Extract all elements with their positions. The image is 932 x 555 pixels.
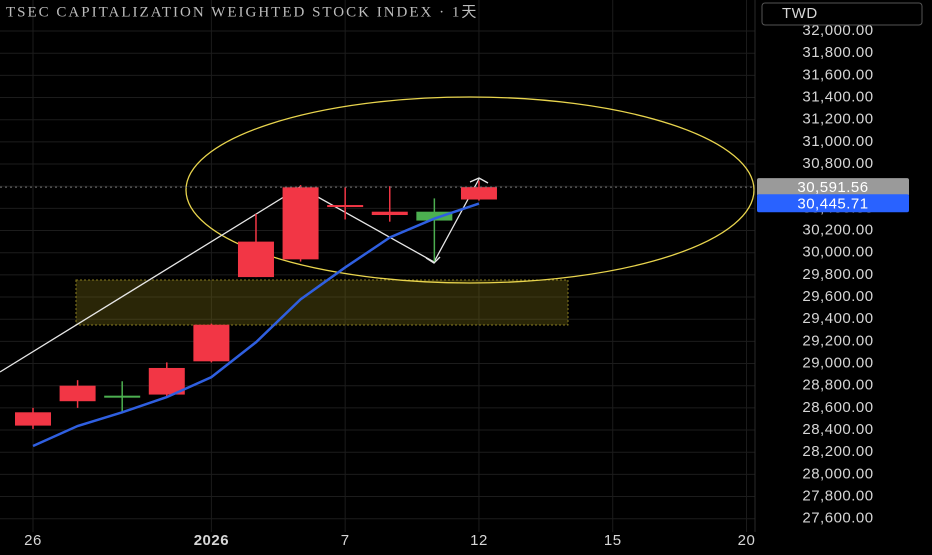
y-tick-label: 31,000.00 (802, 133, 873, 150)
y-tick-label: 28,200.00 (802, 443, 873, 460)
arrow-head (425, 256, 441, 264)
x-tick-label: 7 (341, 532, 350, 549)
candle-body (148, 367, 185, 395)
axis: 27,600.00 27,800.00 28,000.00 28,200.00 28,4… (24, 22, 909, 549)
candle-body (327, 205, 364, 208)
price-label-box (757, 178, 909, 197)
y-tick-label: 28,800.00 (802, 377, 873, 394)
currency-box[interactable] (761, 2, 923, 26)
grid (0, 0, 755, 532)
y-tick-label: 31,400.00 (802, 89, 873, 106)
candle-body (59, 385, 96, 402)
marks (0, 180, 755, 448)
y-tick-label: 27,600.00 (802, 510, 873, 527)
y-tick-label: 28,400.00 (802, 421, 873, 438)
y-tick-label: 31,600.00 (802, 66, 873, 83)
candle-body (104, 395, 141, 398)
y-tick-label: 28,600.00 (802, 399, 873, 416)
y-tick-label: 30,200.00 (802, 222, 873, 239)
arrow-head (469, 177, 489, 184)
price-label: 30,591.56 (797, 179, 868, 196)
candle-body (460, 187, 497, 200)
y-tick-label: 29,600.00 (802, 288, 873, 305)
y-tick-label: 29,000.00 (802, 355, 873, 372)
y-tick-label: 27,800.00 (802, 488, 873, 505)
candle-body (416, 211, 453, 221)
y-tick-label: 29,800.00 (802, 266, 873, 283)
candle-body (193, 324, 230, 362)
candle-body (282, 187, 319, 260)
price-label: 30,445.71 (797, 195, 868, 212)
x-tick-label: 26 (24, 532, 42, 549)
drawings (0, 96, 755, 373)
x-tick-label: 2026 (194, 532, 229, 549)
zigzag (0, 178, 480, 373)
x-tick-label: 20 (738, 532, 756, 549)
zone (75, 279, 569, 326)
ellipse (185, 96, 755, 284)
y-tick-label: 28,000.00 (802, 465, 873, 482)
candle-body (237, 241, 274, 278)
chart-title: TSEC CAPITALIZATION WEIGHTED STOCK INDEX… (6, 4, 478, 20)
y-tick-label: 31,200.00 (802, 111, 873, 128)
price-label-box (757, 194, 909, 213)
y-tick-label: 29,400.00 (802, 310, 873, 327)
candle-body (15, 412, 52, 426)
candle-body (371, 211, 408, 216)
x-tick-label: 12 (470, 532, 488, 549)
y-tick-label: 32,000.00 (802, 22, 873, 39)
y-tick-label: 31,800.00 (802, 44, 873, 61)
x-tick-label: 15 (604, 532, 622, 549)
y-tick-label: 30,800.00 (802, 155, 873, 172)
moving-average (32, 202, 480, 448)
y-tick-label: 30,000.00 (802, 244, 873, 261)
currency[interactable]: TWD (782, 5, 818, 22)
y-tick-label: 29,200.00 (802, 332, 873, 349)
